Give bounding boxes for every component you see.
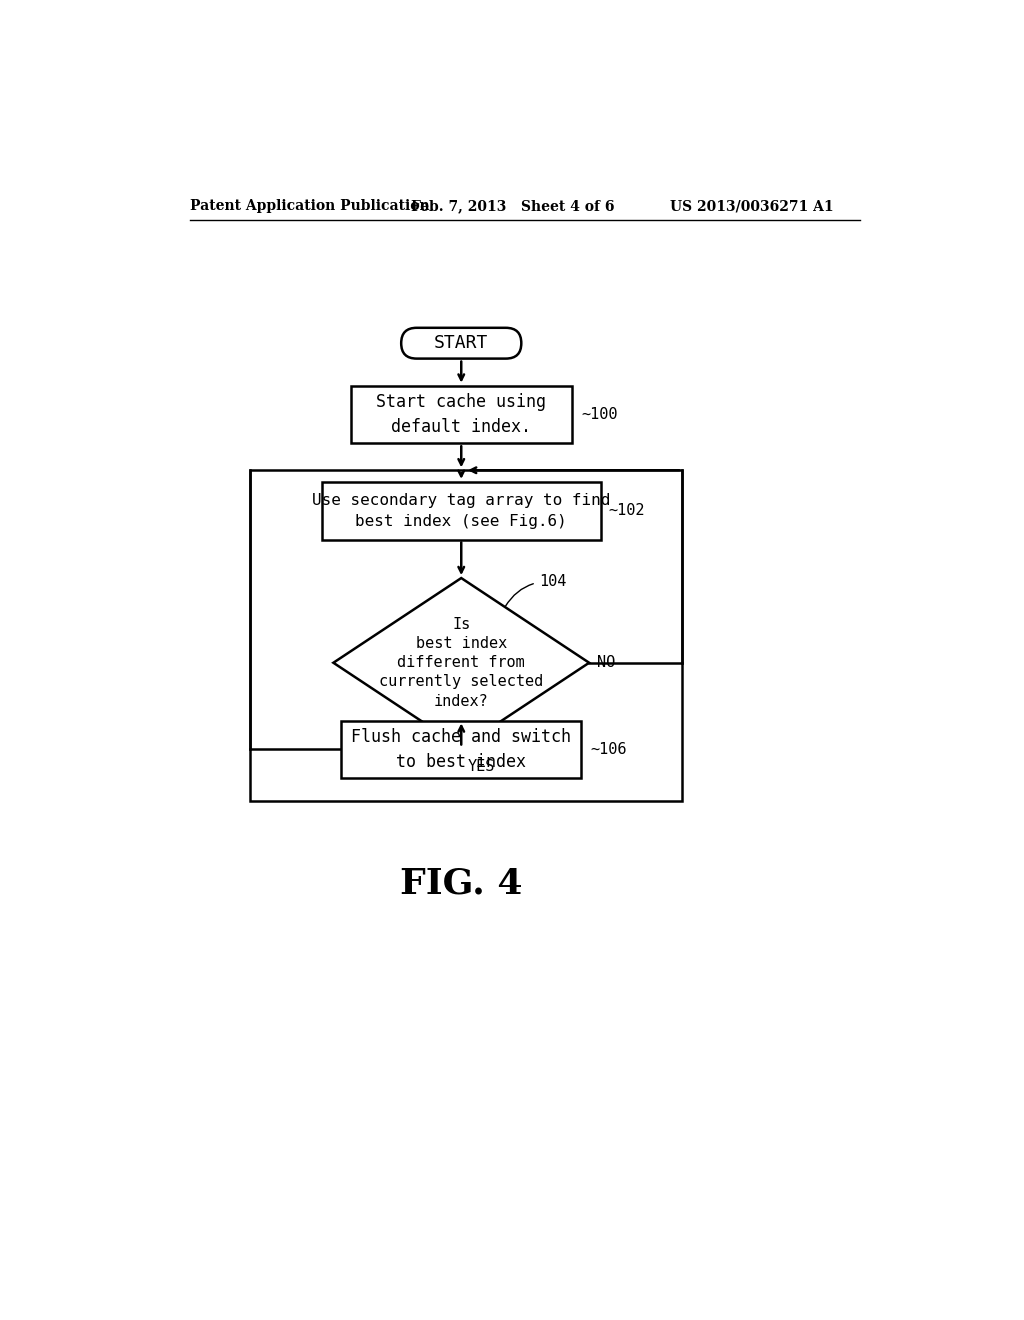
FancyBboxPatch shape [401, 327, 521, 359]
Polygon shape [334, 578, 589, 747]
Text: ~100: ~100 [581, 407, 617, 422]
Text: YES: YES [467, 759, 495, 774]
Text: START: START [434, 334, 488, 352]
Bar [351, 385, 571, 444]
Text: Use secondary tag array to find
best index (see Fig.6): Use secondary tag array to find best ind… [312, 492, 610, 529]
Text: ~106: ~106 [591, 742, 627, 756]
Bar [251, 470, 682, 801]
Text: NO: NO [597, 655, 615, 671]
Bar [322, 482, 601, 540]
Text: US 2013/0036271 A1: US 2013/0036271 A1 [671, 199, 835, 213]
Bar [341, 721, 582, 779]
Text: 104: 104 [505, 574, 566, 606]
Text: FIG. 4: FIG. 4 [400, 867, 522, 900]
Text: Is
best index
different from
currently selected
index?: Is best index different from currently s… [379, 616, 544, 709]
Text: Feb. 7, 2013   Sheet 4 of 6: Feb. 7, 2013 Sheet 4 of 6 [411, 199, 614, 213]
Text: ~102: ~102 [608, 503, 645, 519]
Text: Patent Application Publication: Patent Application Publication [190, 199, 430, 213]
Text: Flush cache and switch
to best index: Flush cache and switch to best index [351, 727, 571, 771]
Text: Start cache using
default index.: Start cache using default index. [376, 393, 546, 436]
